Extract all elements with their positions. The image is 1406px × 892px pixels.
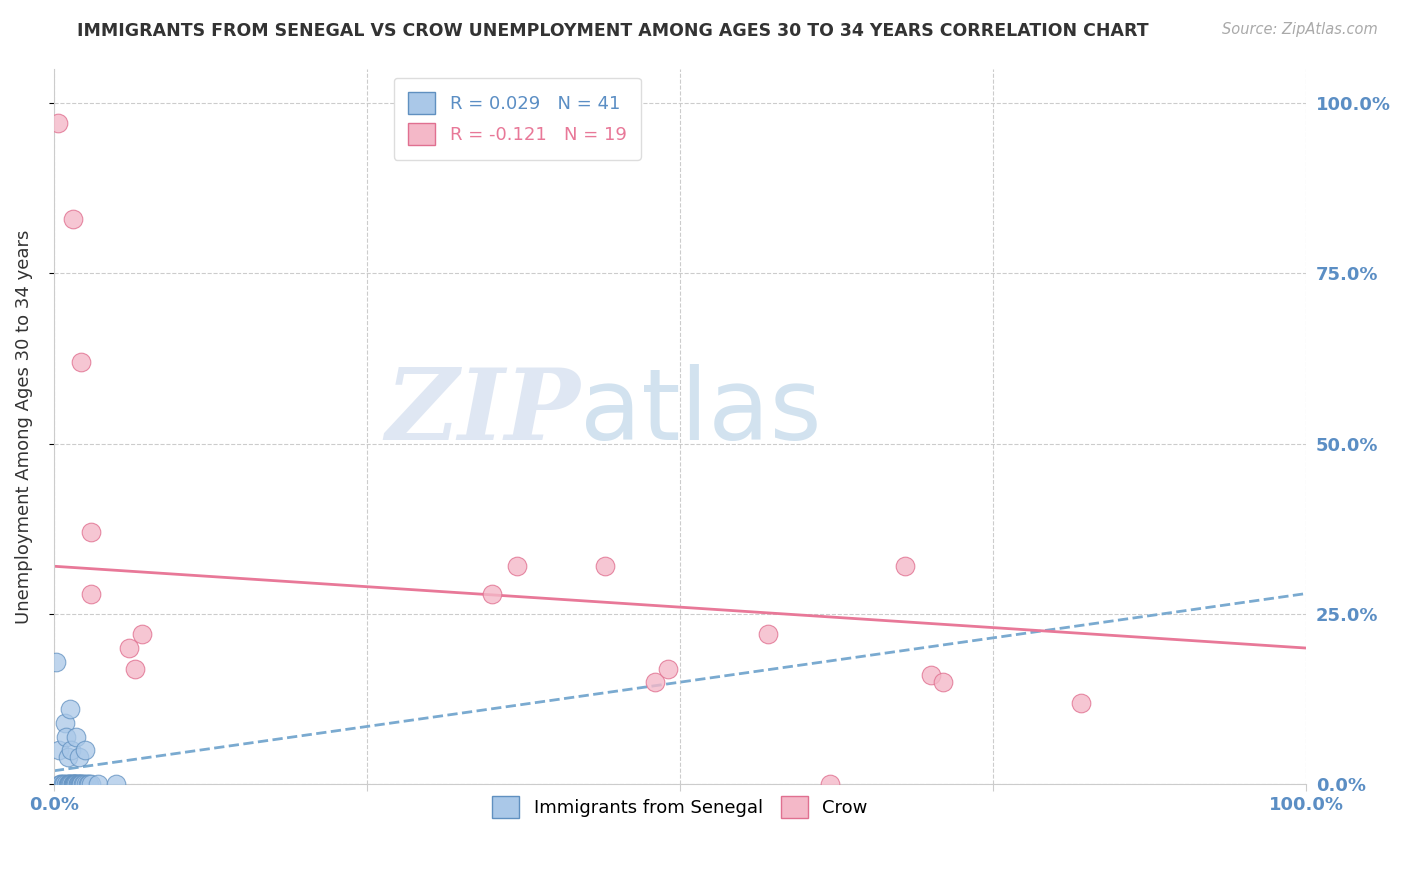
- Point: [70, 777, 93, 791]
- Point: [63, 777, 86, 791]
- Text: Source: ZipAtlas.com: Source: ZipAtlas.com: [1222, 22, 1378, 37]
- Point: [77, 777, 100, 791]
- Point: [105, 777, 128, 791]
- Point: [80, 777, 103, 791]
- Legend: Immigrants from Senegal, Crow: Immigrants from Senegal, Crow: [485, 789, 875, 825]
- Point: [70, 777, 93, 791]
- Point: [920, 668, 942, 682]
- Point: [124, 661, 146, 675]
- Point: [72, 777, 94, 791]
- Point: [52, 777, 75, 791]
- Point: [63, 777, 86, 791]
- Point: [75, 777, 97, 791]
- Point: [118, 641, 141, 656]
- Point: [51, 777, 73, 791]
- Point: [644, 675, 666, 690]
- Point: [52, 777, 75, 791]
- Point: [894, 559, 917, 574]
- Point: [53, 716, 76, 731]
- Point: [62, 211, 84, 226]
- Point: [80, 586, 103, 600]
- Point: [593, 559, 616, 574]
- Text: atlas: atlas: [579, 364, 821, 460]
- Point: [66, 777, 89, 791]
- Point: [506, 559, 529, 574]
- Point: [820, 777, 842, 791]
- Point: [60, 777, 83, 791]
- Point: [59, 777, 82, 791]
- Point: [55, 777, 77, 791]
- Point: [60, 743, 83, 757]
- Point: [62, 777, 84, 791]
- Point: [657, 661, 679, 675]
- Point: [63, 777, 86, 791]
- Point: [56, 777, 79, 791]
- Point: [65, 730, 87, 744]
- Text: IMMIGRANTS FROM SENEGAL VS CROW UNEMPLOYMENT AMONG AGES 30 TO 34 YEARS CORRELATI: IMMIGRANTS FROM SENEGAL VS CROW UNEMPLOY…: [77, 22, 1149, 40]
- Point: [55, 730, 77, 744]
- Text: ZIP: ZIP: [385, 364, 579, 460]
- Point: [67, 777, 90, 791]
- Point: [481, 586, 503, 600]
- Point: [63, 777, 86, 791]
- Point: [932, 675, 955, 690]
- Point: [86, 777, 108, 791]
- Point: [62, 777, 84, 791]
- Point: [65, 777, 87, 791]
- Point: [1070, 696, 1092, 710]
- Point: [59, 702, 82, 716]
- Y-axis label: Unemployment Among Ages 30 to 34 years: Unemployment Among Ages 30 to 34 years: [15, 229, 32, 624]
- Point: [48, 743, 70, 757]
- Point: [66, 777, 89, 791]
- Point: [69, 777, 91, 791]
- Point: [58, 777, 80, 791]
- Point: [131, 627, 153, 641]
- Point: [73, 777, 96, 791]
- Point: [76, 777, 98, 791]
- Point: [56, 750, 79, 764]
- Point: [756, 627, 779, 641]
- Point: [49, 777, 72, 791]
- Point: [80, 525, 103, 540]
- Point: [46, 116, 69, 130]
- Point: [75, 743, 97, 757]
- Point: [70, 354, 93, 368]
- Point: [45, 655, 67, 669]
- Point: [58, 777, 80, 791]
- Point: [67, 750, 90, 764]
